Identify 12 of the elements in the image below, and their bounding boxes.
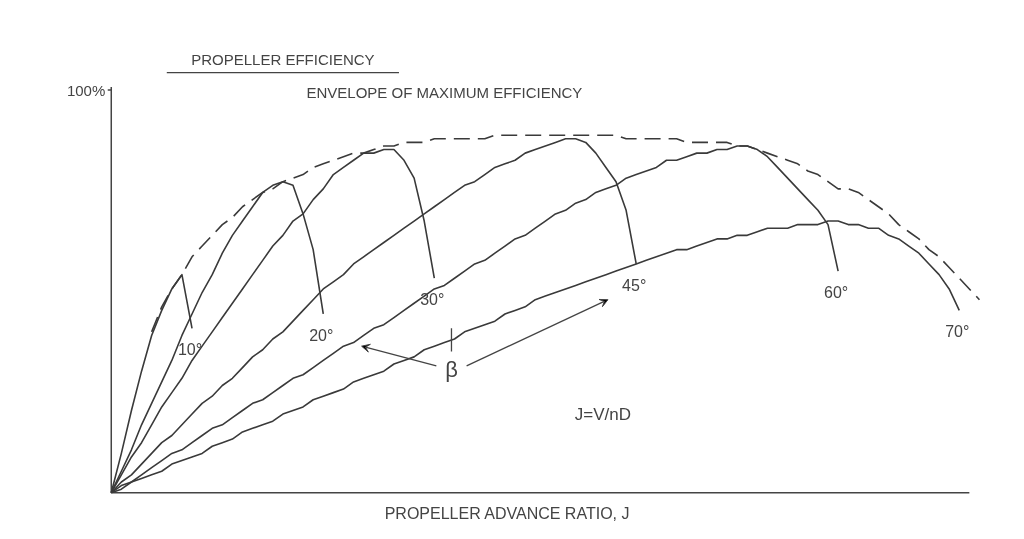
series-label: 60° bbox=[824, 284, 849, 302]
series-label: 45° bbox=[622, 276, 647, 294]
text: 100% bbox=[66, 81, 106, 99]
text: ENVELOPE OF MAXIMUM EFFICIENCY bbox=[306, 84, 583, 102]
chart-title: PROPELLER EFFICIENCY bbox=[191, 51, 375, 69]
series-label: 70° bbox=[945, 323, 970, 341]
annotation: J=V/nD bbox=[574, 404, 632, 424]
series-label: 10° bbox=[177, 341, 203, 359]
series-label: 20° bbox=[309, 326, 334, 344]
x-axis-title: PROPELLER ADVANCE RATIO, J bbox=[384, 504, 630, 522]
annotation: β bbox=[445, 356, 458, 382]
series-label: 30° bbox=[420, 291, 445, 309]
